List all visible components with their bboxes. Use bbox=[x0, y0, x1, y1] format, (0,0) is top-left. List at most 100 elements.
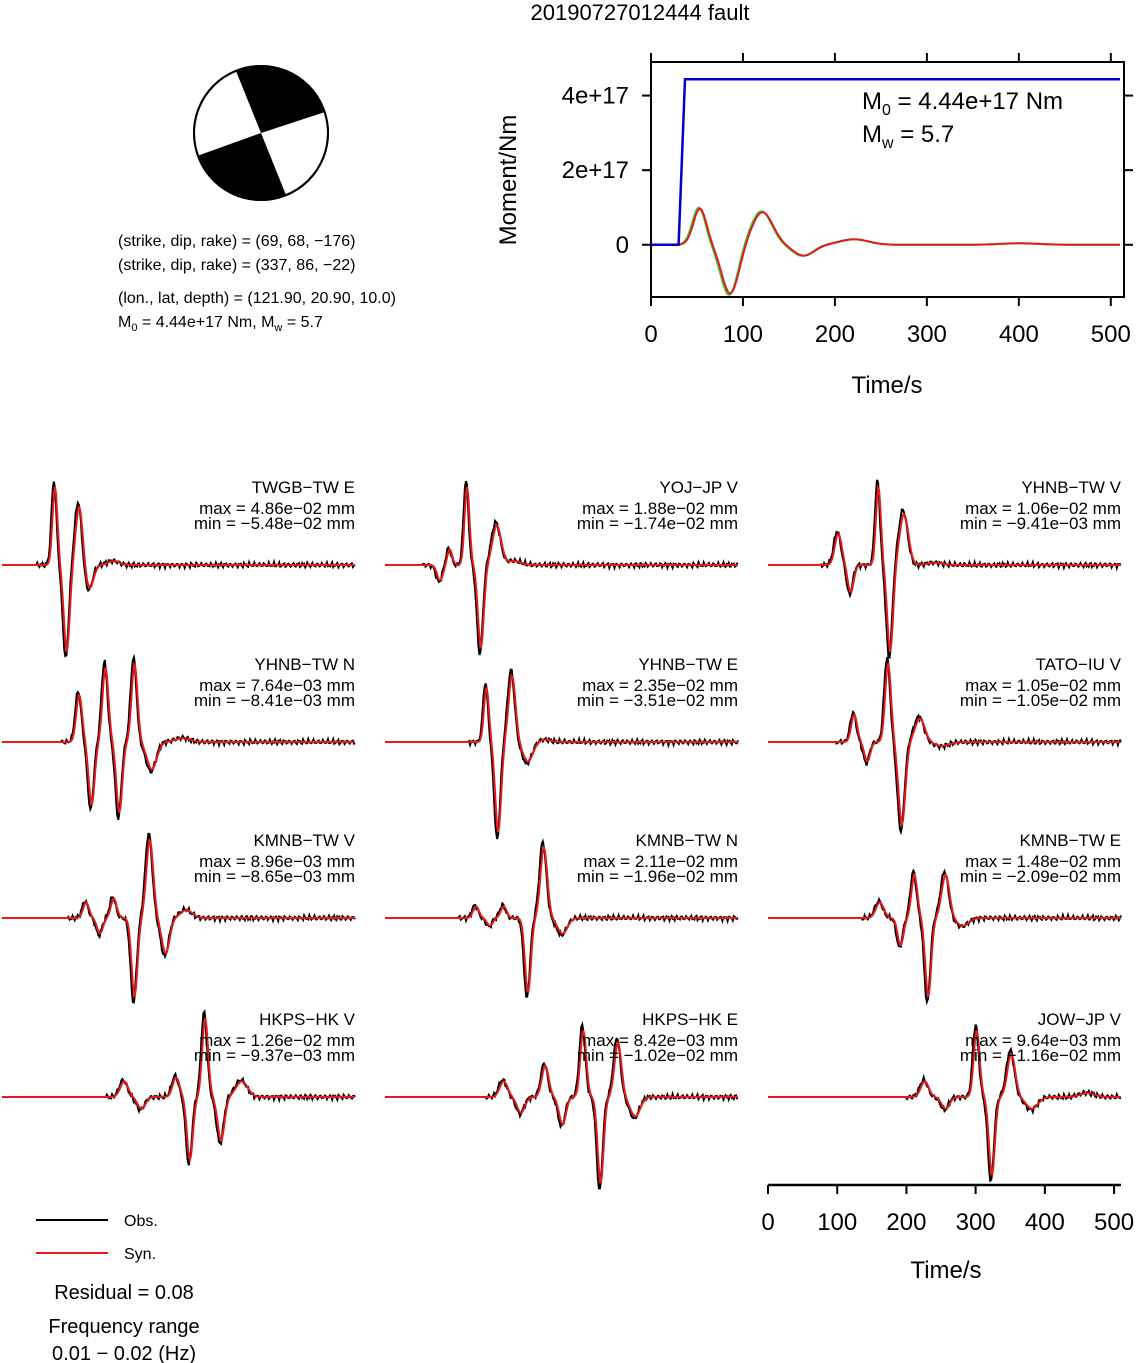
waveform-xtick-label-1: 100 bbox=[817, 1209, 857, 1236]
station-max-3: max = 7.64e−03 mm bbox=[199, 676, 355, 695]
station-name-11: JOW−JP V bbox=[1038, 1010, 1122, 1029]
station-max-1: max = 1.88e−02 mm bbox=[582, 499, 738, 518]
waveform-xtick-label-3: 300 bbox=[956, 1209, 996, 1236]
moment-x-label: Time/s bbox=[851, 372, 922, 399]
moment-xtick-label-3: 300 bbox=[907, 321, 947, 348]
station-max-7: max = 2.11e−02 mm bbox=[583, 852, 738, 871]
station-name-9: HKPS−HK V bbox=[259, 1010, 356, 1029]
mechanism-info: (strike, dip, rake) = (69, 68, −176) (st… bbox=[118, 233, 396, 334]
legend-syn-label: Syn. bbox=[124, 1246, 156, 1263]
station-name-6: KMNB−TW V bbox=[253, 831, 355, 850]
station-name-10: HKPS−HK E bbox=[642, 1010, 738, 1029]
moment-chart: 0 2e+17 4e+17 0 100 200 300 400 500 Moment/Nm T… bbox=[495, 53, 1133, 399]
station-name-4: YHNB−TW E bbox=[638, 655, 738, 674]
station-name-7: KMNB−TW N bbox=[636, 831, 738, 850]
waveform-x-label: Time/s bbox=[910, 1257, 981, 1284]
moment-ytick-label-2: 4e+17 bbox=[562, 83, 629, 110]
frequency-range-value: 0.01 − 0.02 (Hz) bbox=[52, 1343, 196, 1363]
station-min-4: min = −3.51e−02 mm bbox=[577, 691, 738, 710]
compressional-quadrant-ne bbox=[236, 66, 325, 133]
residual-text: Residual = 0.08 bbox=[54, 1282, 194, 1304]
waveform-xtick-label-5: 500 bbox=[1094, 1209, 1134, 1236]
station-max-11: max = 9.64e−03 mm bbox=[965, 1031, 1121, 1050]
moment-line: M0 = 4.44e+17 Nm, Mw = 5.7 bbox=[118, 314, 323, 334]
syn-trace-7 bbox=[385, 844, 738, 995]
moment-ytick-label-1: 2e+17 bbox=[562, 157, 629, 184]
moment-x-axis: 0 100 200 300 400 500 bbox=[644, 53, 1131, 348]
station-name-0: TWGB−TW E bbox=[252, 478, 355, 497]
annot-mw: Mw = 5.7 bbox=[862, 121, 954, 152]
station-name-1: YOJ−JP V bbox=[659, 478, 738, 497]
moment-xtick-label-2: 200 bbox=[815, 321, 855, 348]
legend-obs-label: Obs. bbox=[124, 1213, 158, 1230]
moment-y-axis: 0 2e+17 4e+17 bbox=[562, 83, 1133, 259]
station-min-3: min = −8.41e−03 mm bbox=[194, 691, 355, 710]
station-min-10: min = −1.02e−02 mm bbox=[577, 1046, 738, 1065]
moment-ytick-label-0: 0 bbox=[616, 232, 629, 259]
station-min-11: min = −1.16e−02 mm bbox=[960, 1046, 1121, 1065]
location-line: (lon., lat, depth) = (121.90, 20.90, 10.… bbox=[118, 290, 396, 307]
syn-trace-8 bbox=[768, 872, 1121, 999]
frequency-range-title: Frequency range bbox=[48, 1316, 199, 1338]
syn-trace-0 bbox=[2, 486, 355, 654]
station-min-9: min = −9.37e−03 mm bbox=[194, 1046, 355, 1065]
syn-trace-1 bbox=[385, 486, 738, 650]
station-min-2: min = −9.41e−03 mm bbox=[960, 514, 1121, 533]
syn-trace-10 bbox=[385, 1030, 738, 1186]
figure-title: 20190727012444 fault bbox=[531, 0, 750, 25]
cumulative-moment-line bbox=[651, 77, 1120, 247]
station-min-8: min = −2.09e−02 mm bbox=[960, 867, 1121, 886]
station-min-1: min = −1.74e−02 mm bbox=[577, 514, 738, 533]
syn-trace-4 bbox=[385, 673, 738, 833]
waveform-time-axis: Time/s 0 100 200 300 400 500 bbox=[761, 1183, 1134, 1284]
waveform-xtick-label-0: 0 bbox=[761, 1209, 774, 1236]
waveform-xtick-label-2: 200 bbox=[886, 1209, 926, 1236]
syn-trace-11 bbox=[768, 1030, 1121, 1178]
station-max-9: max = 1.26e−02 mm bbox=[199, 1031, 355, 1050]
moment-xtick-label-1: 100 bbox=[723, 321, 763, 348]
syn-trace-5 bbox=[768, 661, 1121, 828]
station-max-2: max = 1.06e−02 mm bbox=[965, 499, 1121, 518]
moment-xtick-label-0: 0 bbox=[644, 321, 657, 348]
station-min-0: min = −5.48e−02 mm bbox=[194, 514, 355, 533]
annot-m0: M0 = 4.44e+17 Nm bbox=[862, 88, 1063, 119]
station-name-8: KMNB−TW E bbox=[1019, 831, 1121, 850]
moment-xtick-label-5: 500 bbox=[1091, 321, 1131, 348]
station-name-2: YHNB−TW V bbox=[1021, 478, 1121, 497]
station-name-3: YHNB−TW N bbox=[254, 655, 355, 674]
moment-y-label: Moment/Nm bbox=[495, 115, 522, 246]
station-max-5: max = 1.05e−02 mm bbox=[965, 676, 1121, 695]
waveform-xtick-label-4: 400 bbox=[1025, 1209, 1065, 1236]
moment-plot-frame bbox=[650, 61, 1125, 298]
syn-trace-2 bbox=[768, 483, 1121, 653]
legend: Obs. Syn. bbox=[36, 1213, 158, 1263]
station-max-4: max = 2.35e−02 mm bbox=[582, 676, 738, 695]
station-min-5: min = −1.05e−02 mm bbox=[960, 691, 1121, 710]
syn-trace-6 bbox=[2, 838, 355, 999]
syn-trace-3 bbox=[2, 661, 355, 813]
station-min-6: min = −8.65e−03 mm bbox=[194, 867, 355, 886]
focal-mechanism-beachball bbox=[193, 65, 329, 201]
station-min-7: min = −1.96e−02 mm bbox=[577, 867, 738, 886]
station-max-0: max = 4.86e−02 mm bbox=[199, 499, 355, 518]
compressional-quadrant-sw bbox=[197, 133, 286, 201]
source-curve-red bbox=[651, 207, 1120, 295]
nodal-plane-2: (strike, dip, rake) = (337, 86, −22) bbox=[118, 257, 355, 274]
moment-xtick-label-4: 400 bbox=[999, 321, 1039, 348]
nodal-plane-1: (strike, dip, rake) = (69, 68, −176) bbox=[118, 233, 355, 250]
source-curve-green bbox=[651, 206, 1120, 296]
